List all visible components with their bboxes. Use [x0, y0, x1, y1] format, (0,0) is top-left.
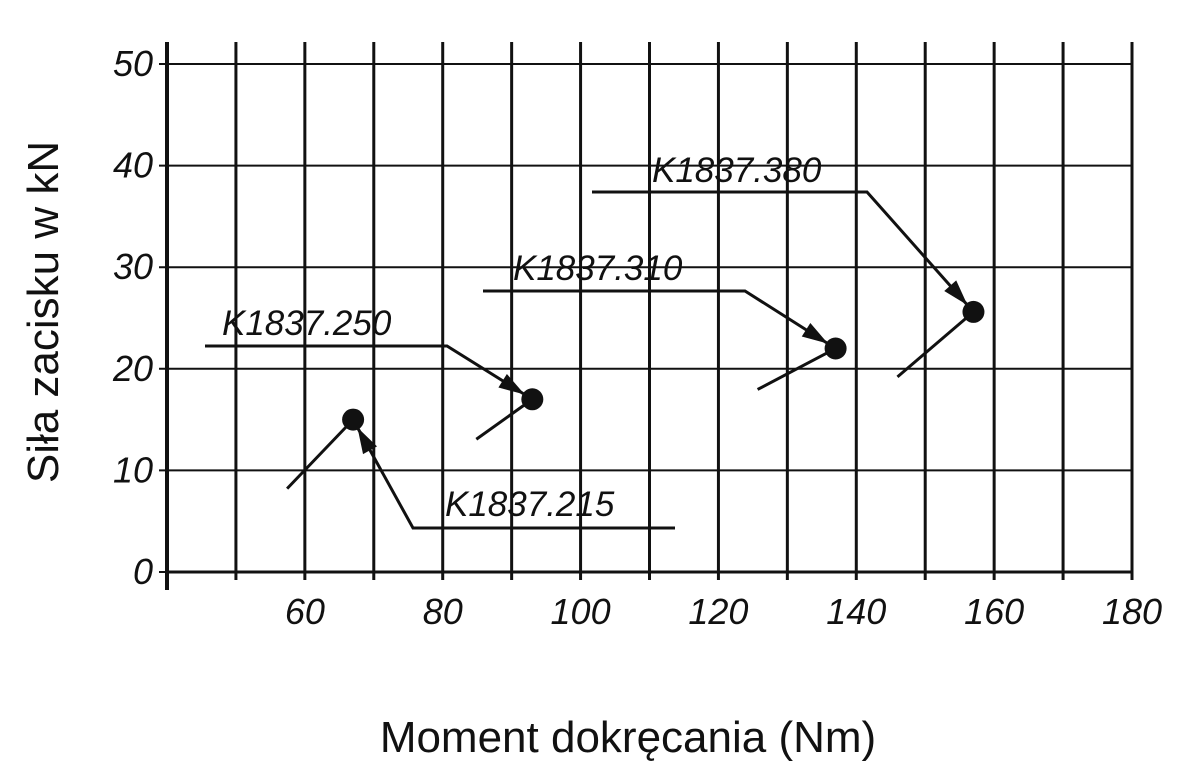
x-tick-label: 180 — [1102, 591, 1162, 632]
y-tick-label: 40 — [113, 145, 153, 186]
y-tick-label: 10 — [113, 449, 153, 490]
leader-tail — [756, 347, 837, 391]
y-tick-label: 20 — [112, 348, 153, 389]
point — [521, 388, 544, 411]
x-tick-label: 160 — [964, 591, 1024, 632]
y-tick-label: 0 — [133, 551, 153, 592]
x-tick-label: 60 — [285, 591, 325, 632]
y-tick-label: 30 — [113, 246, 153, 287]
point-label: K1837.310 — [513, 249, 683, 288]
leader-line — [592, 190, 975, 313]
y-axis-title: Siła zacisku w kN — [19, 141, 68, 483]
leader-arrow — [357, 427, 378, 455]
leader-line — [483, 289, 837, 350]
leader-arrow — [944, 280, 968, 306]
x-tick-label: 80 — [423, 591, 463, 632]
point — [824, 337, 847, 360]
point-label: K1837.250 — [222, 304, 392, 343]
leader-tail — [896, 310, 975, 379]
leader-tail — [286, 418, 355, 490]
leader-tail — [475, 398, 534, 441]
point — [962, 300, 985, 323]
x-axis-title: Moment dokręcania (Nm) — [380, 713, 876, 762]
point-label: K1837.380 — [652, 151, 822, 190]
x-tick-label: 100 — [551, 591, 611, 632]
point-label: K1837.215 — [445, 485, 615, 524]
leader-line — [351, 418, 675, 530]
leader-arrow — [498, 373, 525, 395]
y-tick-label: 50 — [113, 43, 153, 84]
x-tick-label: 140 — [826, 591, 886, 632]
x-tick-label: 120 — [688, 591, 748, 632]
leader-arrow — [801, 322, 829, 344]
leader-line — [205, 344, 534, 401]
point — [342, 408, 365, 431]
